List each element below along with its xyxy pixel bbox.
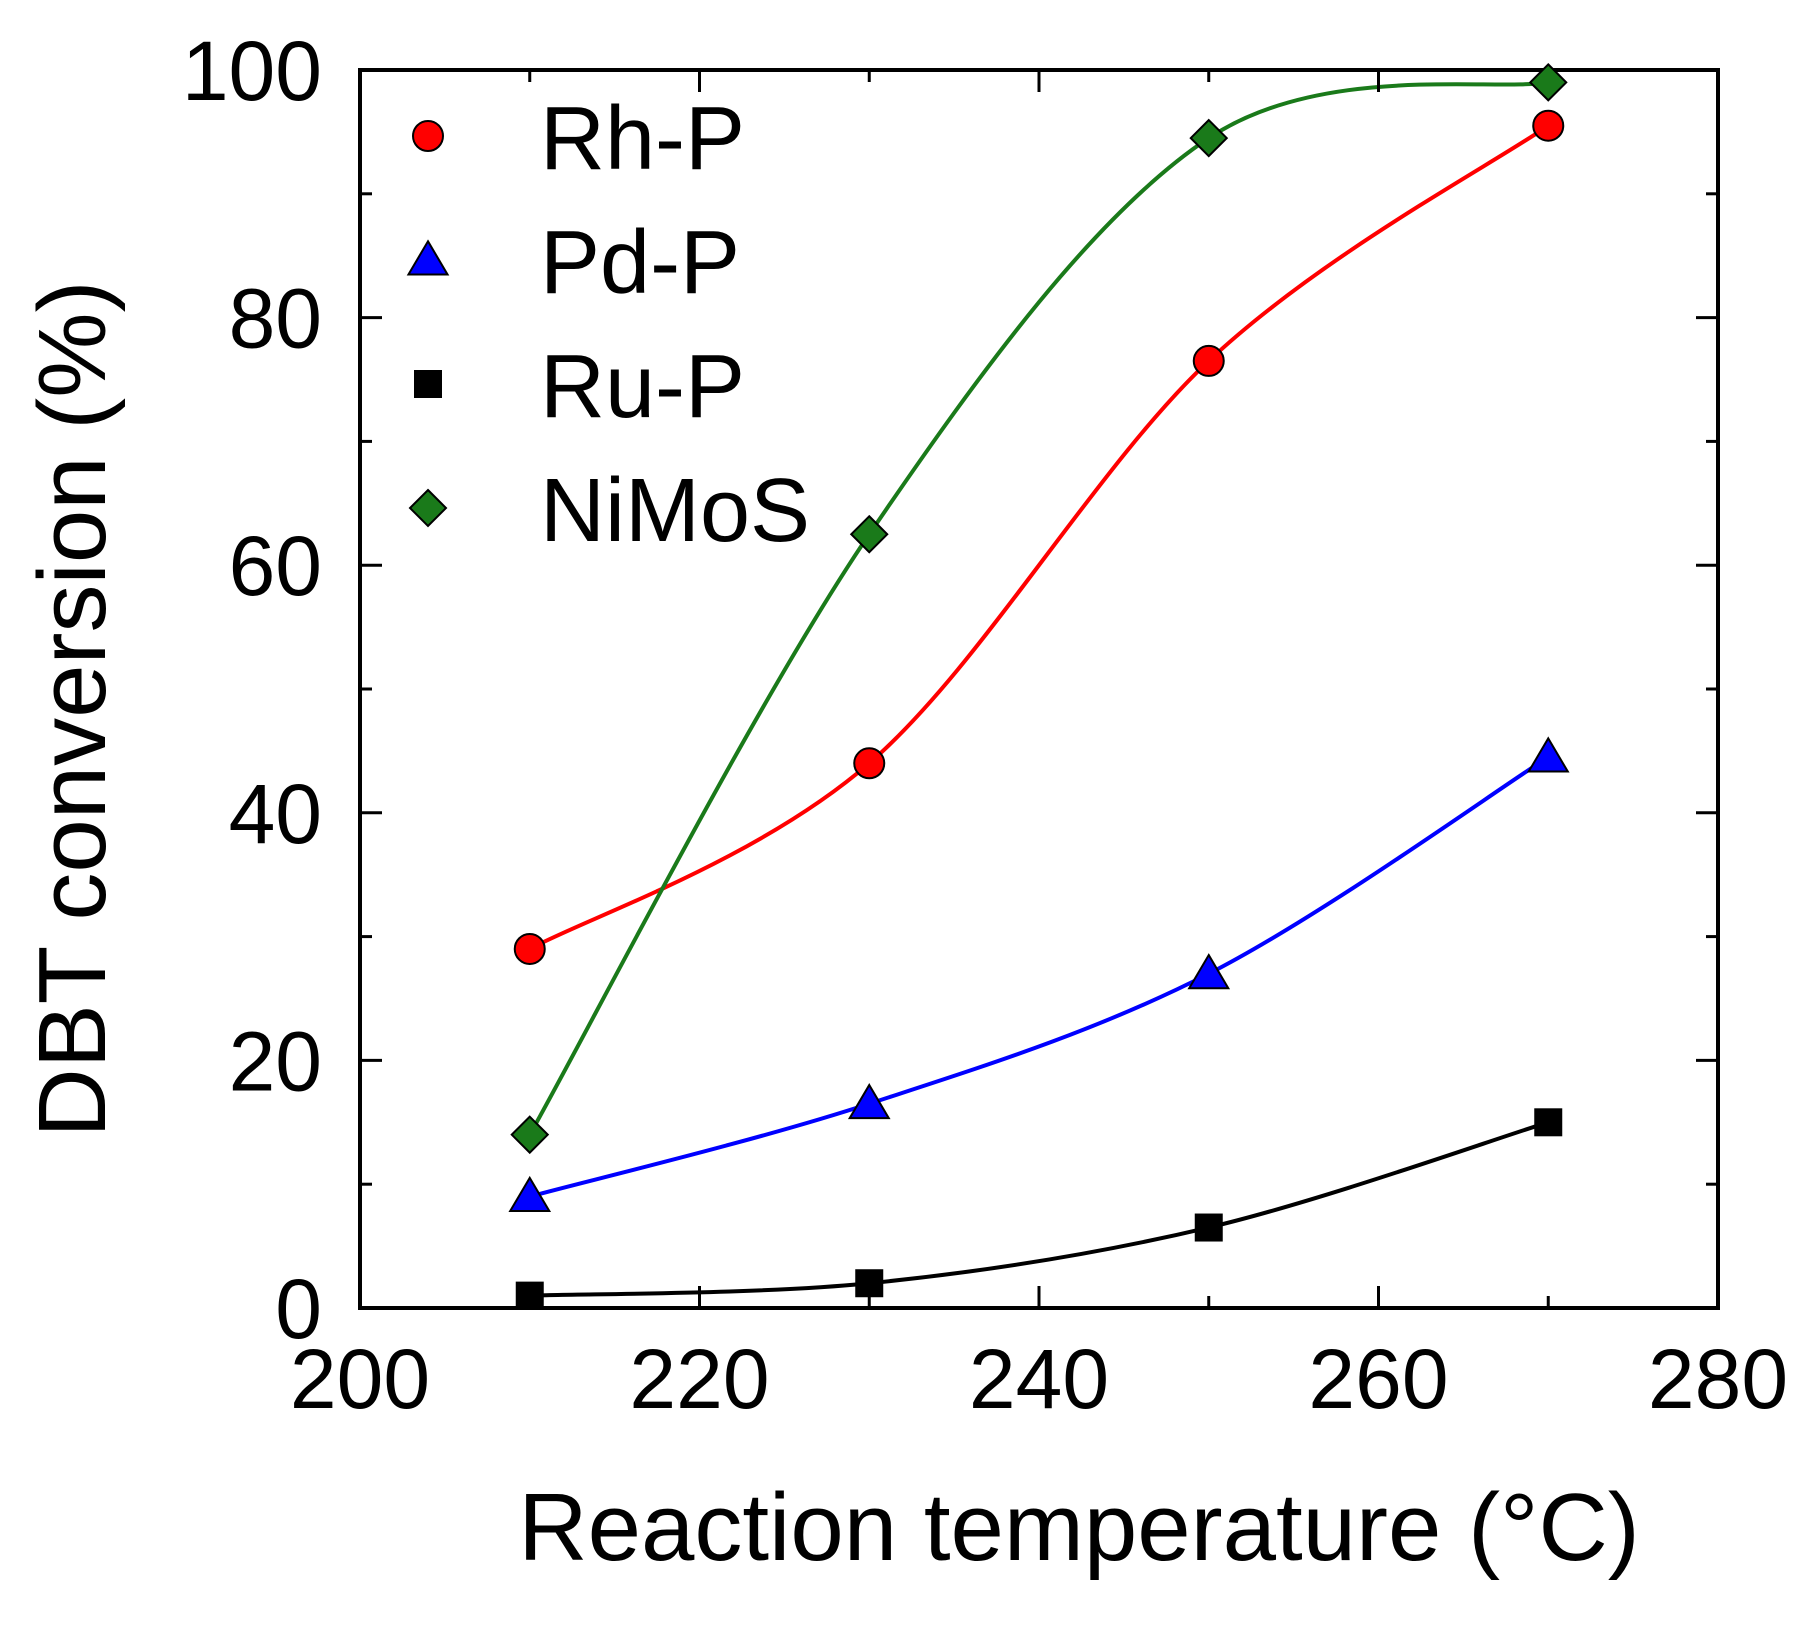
legend-label-rh-p: Rh-P: [540, 89, 745, 189]
data-point-rh-p: [513, 932, 546, 965]
fit-line-nimos: [528, 80, 1549, 1136]
x-tick-label: 260: [1308, 1332, 1448, 1426]
fit-lines: [528, 80, 1550, 1298]
y-tick-label: 60: [229, 519, 322, 613]
fit-line-rh-p: [528, 124, 1550, 951]
data-point-ru-p: [1534, 1108, 1563, 1137]
data-point-nimos: [849, 514, 889, 554]
axis-ticks: [358, 68, 1720, 1310]
fit-line-pd-p: [529, 755, 1550, 1199]
y-tick-label: 40: [229, 767, 322, 861]
fit-line-ru-p: [529, 1120, 1549, 1298]
tick-labels: 200 220 240 260 280 0 20 40 60 80 100: [182, 24, 1788, 1426]
legend-marker-nimos: [408, 488, 448, 528]
x-axis-label: Reaction temperature (°C): [518, 1474, 1639, 1581]
data-point-pd-p: [1187, 953, 1231, 990]
data-point-pd-p: [1526, 736, 1570, 773]
data-point-rh-p: [1192, 344, 1225, 377]
data-point-pd-p: [847, 1083, 891, 1120]
legend-marker-pd-p: [406, 239, 450, 276]
legend: Rh-P Pd-P Ru-P NiMoS: [406, 89, 810, 561]
data-point-ru-p: [515, 1281, 544, 1310]
x-tick-label: 280: [1648, 1332, 1788, 1426]
x-tick-label: 220: [629, 1332, 769, 1426]
legend-marker-rh-p: [412, 120, 444, 152]
data-point-rh-p: [1532, 109, 1565, 142]
y-tick-label: 0: [275, 1262, 322, 1356]
y-axis-label: DBT conversion (%): [19, 280, 126, 1137]
data-point-rh-p: [853, 747, 886, 780]
data-points: [508, 62, 1570, 1310]
legend-label-ru-p: Ru-P: [540, 337, 745, 437]
data-point-nimos: [1189, 118, 1229, 158]
data-point-ru-p: [1194, 1213, 1223, 1242]
data-point-nimos: [1528, 62, 1568, 102]
data-point-ru-p: [855, 1269, 884, 1298]
data-point-nimos: [510, 1115, 550, 1155]
y-tick-label: 20: [229, 1014, 322, 1108]
y-tick-label: 80: [229, 272, 322, 366]
x-tick-label: 240: [969, 1332, 1109, 1426]
data-point-pd-p: [508, 1175, 552, 1213]
legend-label-nimos: NiMoS: [540, 461, 810, 561]
legend-label-pd-p: Pd-P: [540, 213, 740, 313]
x-tick-label: 200: [290, 1332, 430, 1426]
y-tick-label: 100: [182, 24, 322, 118]
legend-marker-ru-p: [414, 370, 442, 398]
